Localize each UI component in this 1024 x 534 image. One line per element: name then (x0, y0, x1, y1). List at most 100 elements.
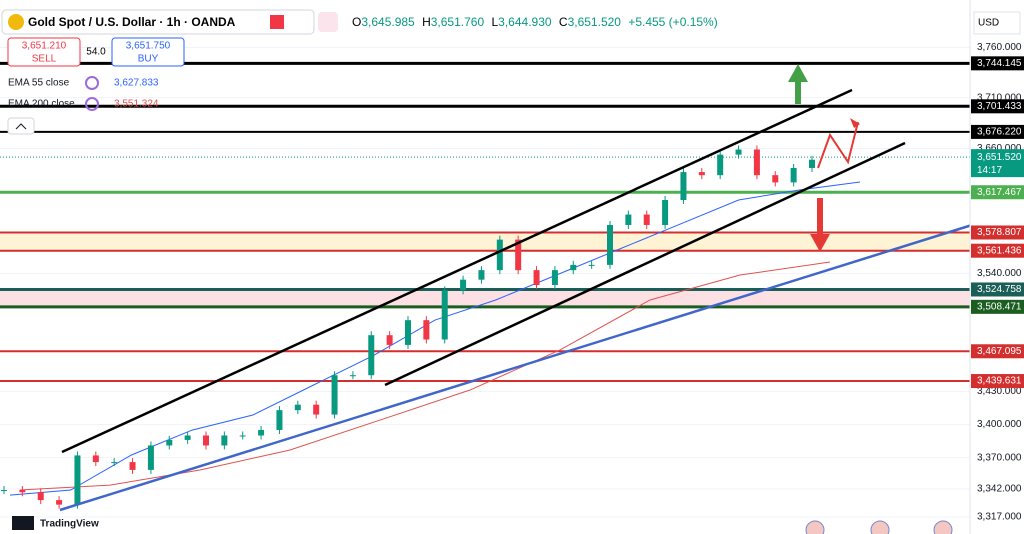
down-arrow-head (810, 234, 830, 252)
level-tag (971, 185, 1024, 200)
change: +5.455 (+0.15%) (628, 15, 717, 29)
sell-label: SELL (32, 54, 57, 65)
legend-value: 3,627.833 (114, 78, 159, 89)
candle (166, 439, 173, 446)
sell-btn[interactable] (7, 37, 81, 67)
candle (74, 455, 81, 505)
y-tick-label: 3,342.000 (977, 484, 1022, 495)
candle (313, 404, 320, 415)
currency-box[interactable] (973, 11, 1021, 35)
candle (147, 445, 154, 470)
buy-label: BUY (138, 54, 159, 65)
candle (441, 290, 448, 340)
candle (331, 375, 338, 415)
zone (0, 232, 970, 251)
projection (817, 121, 859, 169)
candle (258, 429, 265, 436)
channel-bottom (384, 141, 906, 387)
event-icon[interactable] (805, 520, 825, 534)
event-icon[interactable] (870, 520, 890, 534)
current-tag (971, 149, 1024, 178)
up-arrow (795, 80, 801, 104)
up-arrow-head (788, 64, 808, 82)
level-tag (971, 124, 1024, 139)
candle (551, 270, 558, 285)
h-label: H (422, 15, 431, 29)
levels (0, 61, 970, 383)
candle (478, 270, 485, 280)
candle (1, 490, 7, 492)
candle (698, 172, 705, 176)
price-axis (970, 0, 1024, 534)
brand: TradingView (40, 519, 99, 530)
candle (570, 264, 577, 271)
candle (276, 410, 283, 430)
level-label: 3,508.471 (977, 301, 1022, 312)
trendline (59, 223, 973, 512)
level-tag (971, 56, 1024, 71)
o-label: O (352, 15, 361, 29)
y-tick-label: 3,370.000 (977, 452, 1022, 463)
candle (203, 435, 209, 446)
candle (239, 435, 246, 437)
flag[interactable] (270, 15, 284, 29)
candle (772, 175, 779, 183)
symbol-title: Gold Spot / U.S. Dollar · 1h · OANDA (28, 15, 236, 29)
y-tick-label: 3,710.000 (977, 92, 1022, 103)
legend: EMA 55 close 3,627.833 EMA 200 close 3,551.… (8, 76, 159, 111)
candle (111, 462, 118, 464)
candle (294, 404, 301, 411)
sell-price: 3,651.210 (22, 41, 67, 52)
level-label: 3,467.095 (977, 346, 1022, 357)
candle (643, 214, 650, 225)
candle (496, 239, 503, 271)
level-tag (971, 282, 1024, 297)
level-label: 3,676.220 (977, 127, 1022, 138)
legend-name: EMA 55 close (8, 78, 70, 89)
symbol-box[interactable] (1, 9, 315, 35)
grid (0, 47, 970, 518)
buy-btn[interactable] (111, 37, 185, 67)
candle (92, 455, 99, 463)
level-tag (971, 374, 1024, 389)
legend-value: 3,551.324 (114, 99, 159, 110)
y-tick-label: 3,760.000 (977, 42, 1022, 53)
candle (735, 149, 742, 155)
event-icon[interactable] (933, 520, 953, 534)
current-label: 3,651.520 (977, 152, 1022, 163)
level-label: 3,439.631 (977, 376, 1022, 387)
plot (1, 145, 861, 509)
level-label: 3,578.807 (977, 227, 1022, 238)
candle (368, 335, 375, 376)
collapse-btn[interactable] (7, 117, 35, 135)
candle (129, 462, 136, 470)
countdown: 14:17 (977, 165, 1002, 176)
candle (460, 279, 467, 291)
level-tag (971, 243, 1024, 258)
candle (349, 375, 356, 377)
legend-icon (85, 76, 99, 90)
candle (588, 264, 595, 266)
y-tick-label: 3,430.000 (977, 386, 1022, 397)
spread: 54.0 (86, 47, 106, 58)
currency: USD (978, 18, 999, 29)
level-label: 3,524.758 (977, 284, 1022, 295)
legend-icon (85, 97, 99, 111)
close: 3,651.520 (568, 15, 622, 29)
candle (662, 199, 669, 225)
projection-head (850, 118, 860, 128)
l-label: L (491, 15, 498, 29)
candle (37, 492, 44, 501)
candle (221, 435, 228, 446)
brand-logo (12, 516, 34, 530)
y-tick-label: 3,660.000 (977, 143, 1022, 154)
level-label: 3,744.145 (977, 58, 1022, 69)
level-label: 3,701.433 (977, 101, 1022, 112)
candle (809, 159, 815, 168)
level-tag (971, 225, 1024, 240)
indicator-btn[interactable] (318, 12, 338, 32)
down-arrow (817, 198, 823, 236)
candle (184, 435, 191, 440)
level-label: 3,617.467 (977, 187, 1022, 198)
